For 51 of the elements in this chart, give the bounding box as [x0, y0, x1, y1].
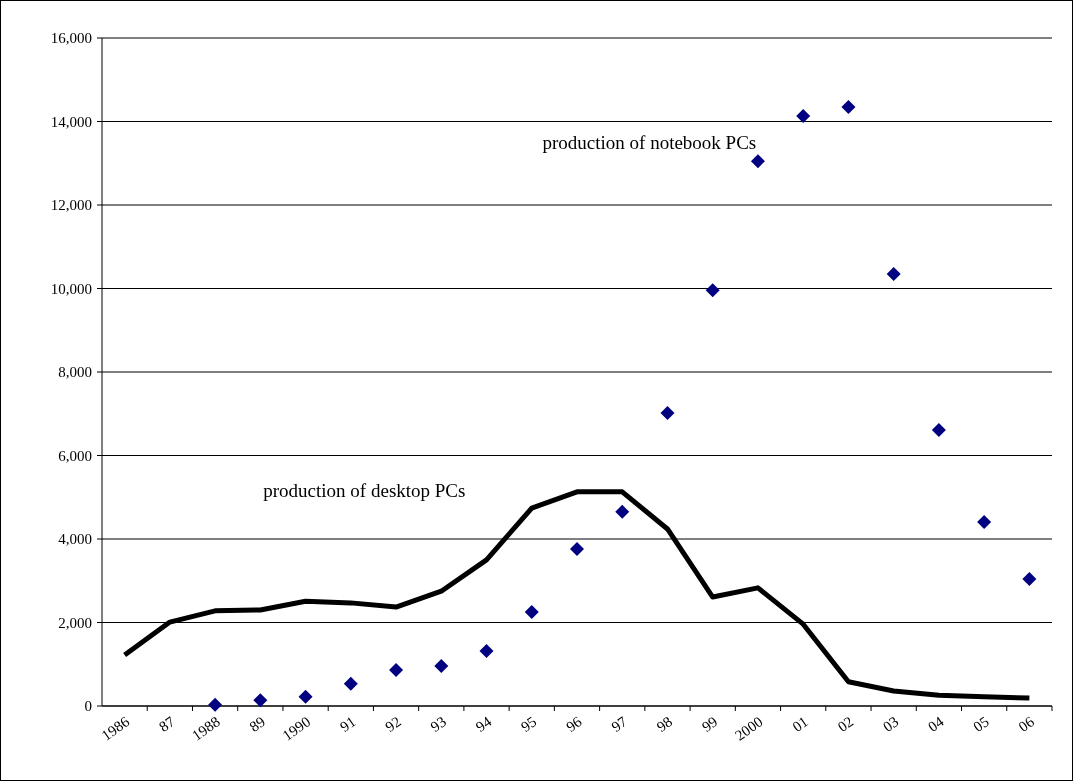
point: [796, 109, 811, 124]
x-tick-label: 99: [698, 713, 721, 736]
y-tick-label: 16,000: [50, 30, 92, 47]
point: [434, 658, 449, 673]
point: [570, 542, 584, 557]
text: production of desktop PCs: [263, 480, 466, 502]
x-tick-label: 89: [246, 713, 269, 736]
y-tick-label: 0: [84, 698, 92, 715]
y-tick-label: 12,000: [50, 197, 92, 214]
y-tick-label: 6,000: [58, 447, 92, 464]
y-tick-label: 4,000: [58, 531, 92, 548]
x-tick-label: 04: [925, 713, 948, 736]
x-tick-label: 1990: [279, 713, 314, 744]
x-tick-label: 96: [563, 713, 586, 736]
x-tick-label: 06: [1015, 713, 1038, 736]
point: [886, 266, 901, 281]
x-tick-label: 93: [427, 713, 450, 736]
x-tick-label: 2000: [731, 713, 766, 744]
y-tick-label: 14,000: [50, 113, 92, 130]
x-tick-label: 01: [789, 713, 811, 736]
point: [660, 405, 675, 420]
x-tick-label: 87: [156, 713, 178, 736]
y-tick-label: 2,000: [58, 614, 92, 631]
point: [931, 423, 946, 438]
point: [524, 605, 539, 620]
point: [615, 504, 630, 519]
x-tick-label: 03: [879, 713, 902, 736]
point: [253, 693, 268, 708]
x-tick-label: 94: [472, 713, 495, 736]
x-tick-label: 05: [970, 713, 992, 736]
x-tick-label: 02: [834, 713, 857, 736]
point: [1022, 572, 1037, 587]
point: [750, 154, 765, 169]
y-tick-label: 8,000: [58, 364, 92, 381]
series-label: production of notebook PCs: [542, 131, 757, 153]
point: [208, 697, 223, 712]
point: [298, 689, 313, 704]
point: [479, 643, 494, 658]
x-tick-label: 95: [518, 713, 540, 736]
point: [705, 283, 720, 298]
x-tick-label: 92: [382, 713, 404, 736]
x-tick-label: 91: [337, 713, 359, 736]
y-tick-label: 10,000: [50, 280, 92, 297]
point: [389, 663, 404, 678]
x-tick-label: 98: [653, 713, 676, 736]
point: [841, 99, 856, 114]
point: [977, 514, 992, 529]
x-tick-label: 1986: [98, 713, 133, 744]
x-tick-label: 97: [608, 713, 631, 736]
x-tick-label: 1988: [189, 713, 223, 744]
point: [343, 676, 358, 691]
